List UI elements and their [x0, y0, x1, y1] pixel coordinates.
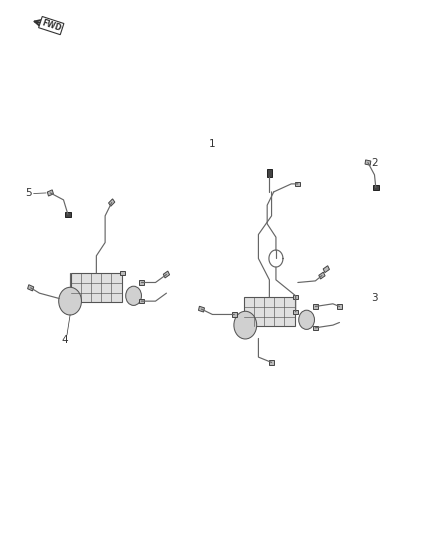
Bar: [319, 272, 325, 279]
Bar: [71, 273, 122, 303]
Text: 3: 3: [371, 294, 378, 303]
Bar: [244, 297, 294, 326]
Text: 1: 1: [209, 139, 216, 149]
Text: 2: 2: [371, 158, 378, 167]
Bar: [373, 185, 378, 190]
Circle shape: [59, 287, 81, 315]
Bar: [232, 312, 237, 317]
Circle shape: [126, 286, 141, 305]
Bar: [365, 160, 371, 165]
Bar: [295, 182, 300, 186]
Bar: [65, 212, 71, 216]
Bar: [269, 360, 274, 365]
Bar: [109, 199, 115, 206]
Bar: [163, 271, 170, 278]
Text: 4: 4: [61, 335, 68, 345]
Text: 5: 5: [25, 189, 32, 198]
Bar: [120, 271, 125, 275]
Bar: [293, 310, 298, 314]
Bar: [139, 280, 144, 285]
Bar: [28, 285, 34, 291]
Bar: [337, 304, 342, 309]
Text: FWD: FWD: [40, 18, 62, 33]
Bar: [293, 295, 298, 299]
Bar: [267, 169, 272, 177]
Bar: [139, 299, 144, 303]
Bar: [198, 306, 205, 312]
Bar: [313, 326, 318, 330]
Bar: [47, 190, 53, 196]
Bar: [323, 266, 329, 272]
Bar: [313, 304, 318, 309]
Circle shape: [299, 310, 314, 329]
Circle shape: [234, 311, 257, 339]
